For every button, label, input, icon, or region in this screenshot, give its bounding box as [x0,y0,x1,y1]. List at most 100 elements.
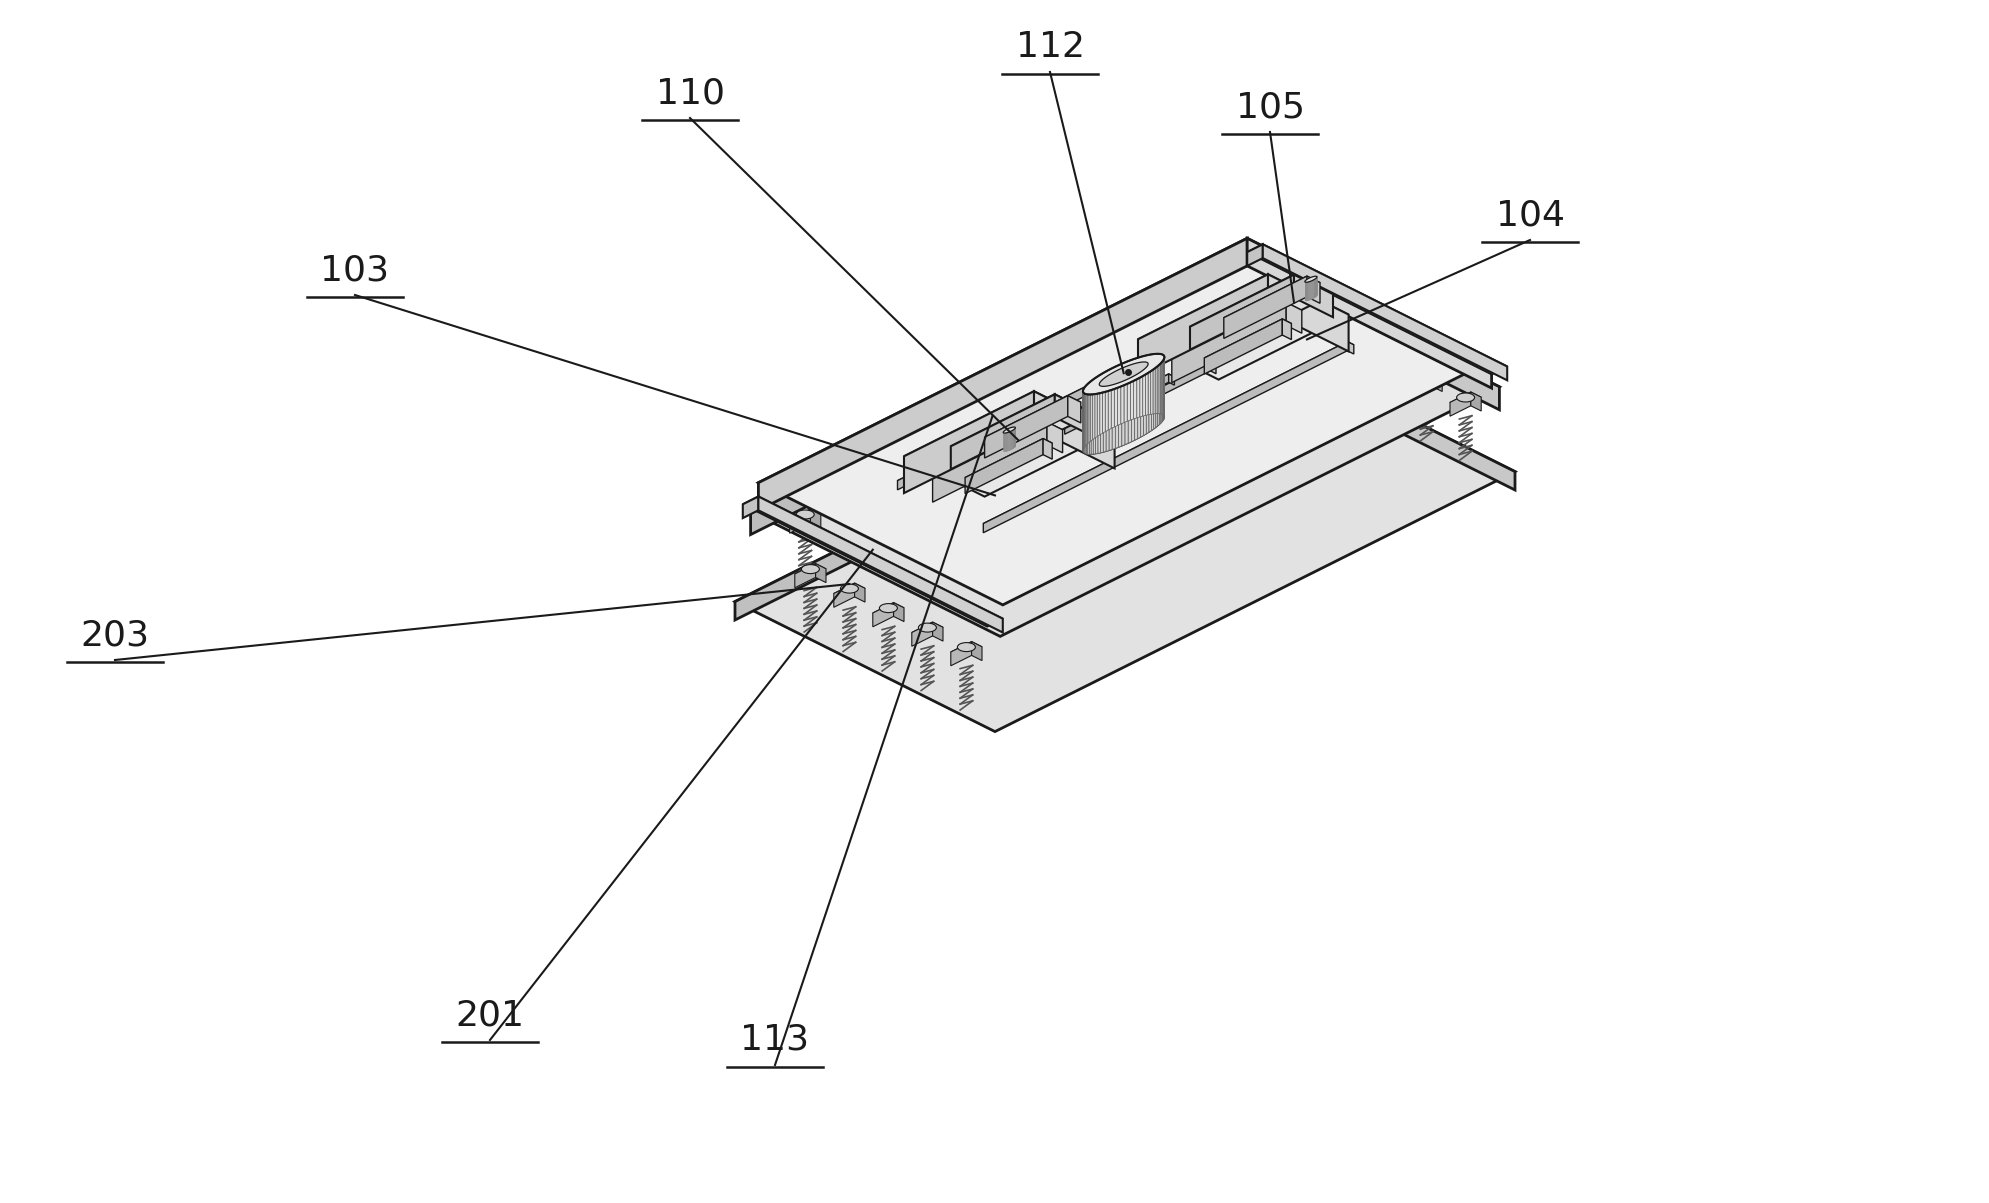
Polygon shape [1189,274,1333,346]
Polygon shape [1134,358,1136,419]
Polygon shape [1347,342,1353,354]
Polygon shape [1450,392,1470,416]
Polygon shape [1293,274,1333,318]
Ellipse shape [802,564,819,574]
Polygon shape [1247,238,1492,389]
Ellipse shape [1339,334,1356,344]
Polygon shape [1122,352,1132,372]
Polygon shape [1410,373,1442,389]
Polygon shape [951,641,971,665]
Polygon shape [1138,378,1140,439]
Polygon shape [935,446,945,466]
Polygon shape [1293,314,1325,330]
Polygon shape [1092,378,1094,439]
Polygon shape [1100,392,1102,452]
Polygon shape [734,342,1255,620]
Polygon shape [1124,384,1128,445]
Polygon shape [1064,374,1174,428]
Ellipse shape [1456,393,1474,402]
Polygon shape [1430,373,1442,391]
Polygon shape [977,415,1008,431]
Text: 105: 105 [1235,90,1305,124]
Polygon shape [965,439,1052,482]
Ellipse shape [857,479,877,487]
Polygon shape [1102,352,1132,368]
Polygon shape [1118,365,1120,426]
Polygon shape [873,478,883,497]
Polygon shape [1261,298,1267,312]
Polygon shape [758,238,1492,605]
Polygon shape [1098,362,1148,386]
Polygon shape [1150,354,1152,414]
Polygon shape [1146,355,1148,415]
Polygon shape [1106,391,1108,451]
Polygon shape [933,622,943,641]
Polygon shape [951,395,1094,466]
Polygon shape [1333,333,1353,357]
Polygon shape [1172,302,1285,383]
Polygon shape [758,238,1247,510]
Polygon shape [1333,333,1364,349]
Polygon shape [903,391,1114,497]
Polygon shape [1042,439,1052,460]
Polygon shape [1100,373,1102,435]
Polygon shape [911,622,933,646]
Polygon shape [794,563,815,588]
Polygon shape [983,342,1347,533]
Ellipse shape [1046,385,1064,395]
Polygon shape [790,509,819,525]
Text: 112: 112 [1014,30,1084,64]
Polygon shape [897,298,1261,490]
Polygon shape [913,446,945,462]
Polygon shape [1370,352,1392,378]
Polygon shape [1102,372,1104,433]
Ellipse shape [1108,354,1126,363]
Polygon shape [1054,395,1094,437]
Polygon shape [815,563,825,582]
Polygon shape [1122,385,1124,446]
Polygon shape [897,298,1267,484]
Polygon shape [750,262,1498,636]
Polygon shape [873,603,893,627]
Polygon shape [1223,277,1319,324]
Polygon shape [1144,374,1146,435]
Polygon shape [983,342,1353,527]
Polygon shape [1126,360,1130,421]
Polygon shape [1106,362,1209,422]
Polygon shape [1315,314,1325,333]
Polygon shape [1152,369,1154,431]
Polygon shape [1060,384,1070,403]
Polygon shape [1189,274,1293,350]
Polygon shape [1223,277,1307,338]
Text: 104: 104 [1496,198,1563,232]
Polygon shape [1152,354,1154,414]
Polygon shape [1108,368,1110,429]
Polygon shape [1293,314,1315,338]
Polygon shape [1102,352,1122,378]
Polygon shape [853,583,865,602]
Polygon shape [1247,244,1263,266]
Polygon shape [913,446,935,470]
Polygon shape [1148,355,1150,415]
Polygon shape [794,563,825,579]
Polygon shape [903,391,1034,493]
Polygon shape [1108,390,1112,450]
Ellipse shape [1416,373,1434,383]
Polygon shape [810,509,819,528]
Polygon shape [1082,354,1164,395]
Polygon shape [1106,362,1215,417]
Polygon shape [1102,391,1106,452]
Polygon shape [1038,384,1060,408]
Polygon shape [1189,319,1199,338]
Polygon shape [1209,362,1215,374]
Polygon shape [1094,377,1096,438]
Polygon shape [1034,391,1114,468]
Polygon shape [758,497,1002,633]
Ellipse shape [879,604,897,612]
Polygon shape [1470,392,1480,411]
Polygon shape [1247,244,1506,374]
Polygon shape [1392,352,1402,372]
Polygon shape [1114,387,1118,449]
Polygon shape [1410,373,1430,397]
Polygon shape [1082,414,1164,455]
